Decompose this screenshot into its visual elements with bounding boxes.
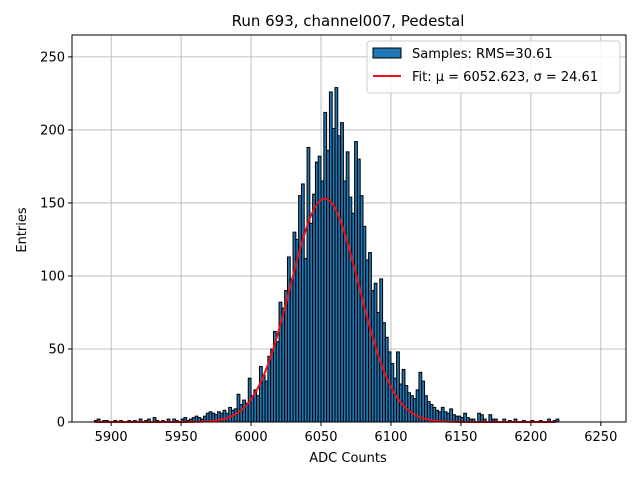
x-tick-label: 6100 [374,430,407,445]
y-tick-label: 150 [40,196,65,211]
legend-box [366,40,621,94]
x-tick-label: 6000 [235,430,268,445]
x-tick-label: 5950 [165,430,198,445]
y-tick-label: 50 [48,342,65,357]
y-tick-label: 200 [40,123,65,138]
x-tick-label: 6250 [584,430,617,445]
x-axis-title: ADC Counts [309,451,387,466]
plot-frame [71,34,627,423]
legend-swatch-samples [372,47,402,59]
y-tick-label: 0 [57,416,65,431]
x-tick-label: 6150 [444,430,477,445]
x-axis-ticks: 5900 5950 6000 6050 6100 6150 6200 6250 [95,422,617,445]
x-tick-label: 5900 [95,430,128,445]
y-tick-label: 100 [40,269,65,284]
x-tick-label: 6200 [514,430,547,445]
x-tick-label: 6050 [304,430,337,445]
legend-label-fit: Fit: μ = 6052.623, σ = 24.61 [412,70,598,85]
y-axis-title: Entries [15,207,30,253]
legend-label-samples: Samples: RMS=30.61 [412,47,553,62]
legend: Samples: RMS=30.61 Fit: μ = 6052.623, σ … [366,40,621,94]
y-tick-label: 250 [40,50,65,65]
chart-title: Run 693, channel007, Pedestal [232,12,465,30]
y-axis-ticks: 0 50 100 150 200 250 [40,50,72,431]
